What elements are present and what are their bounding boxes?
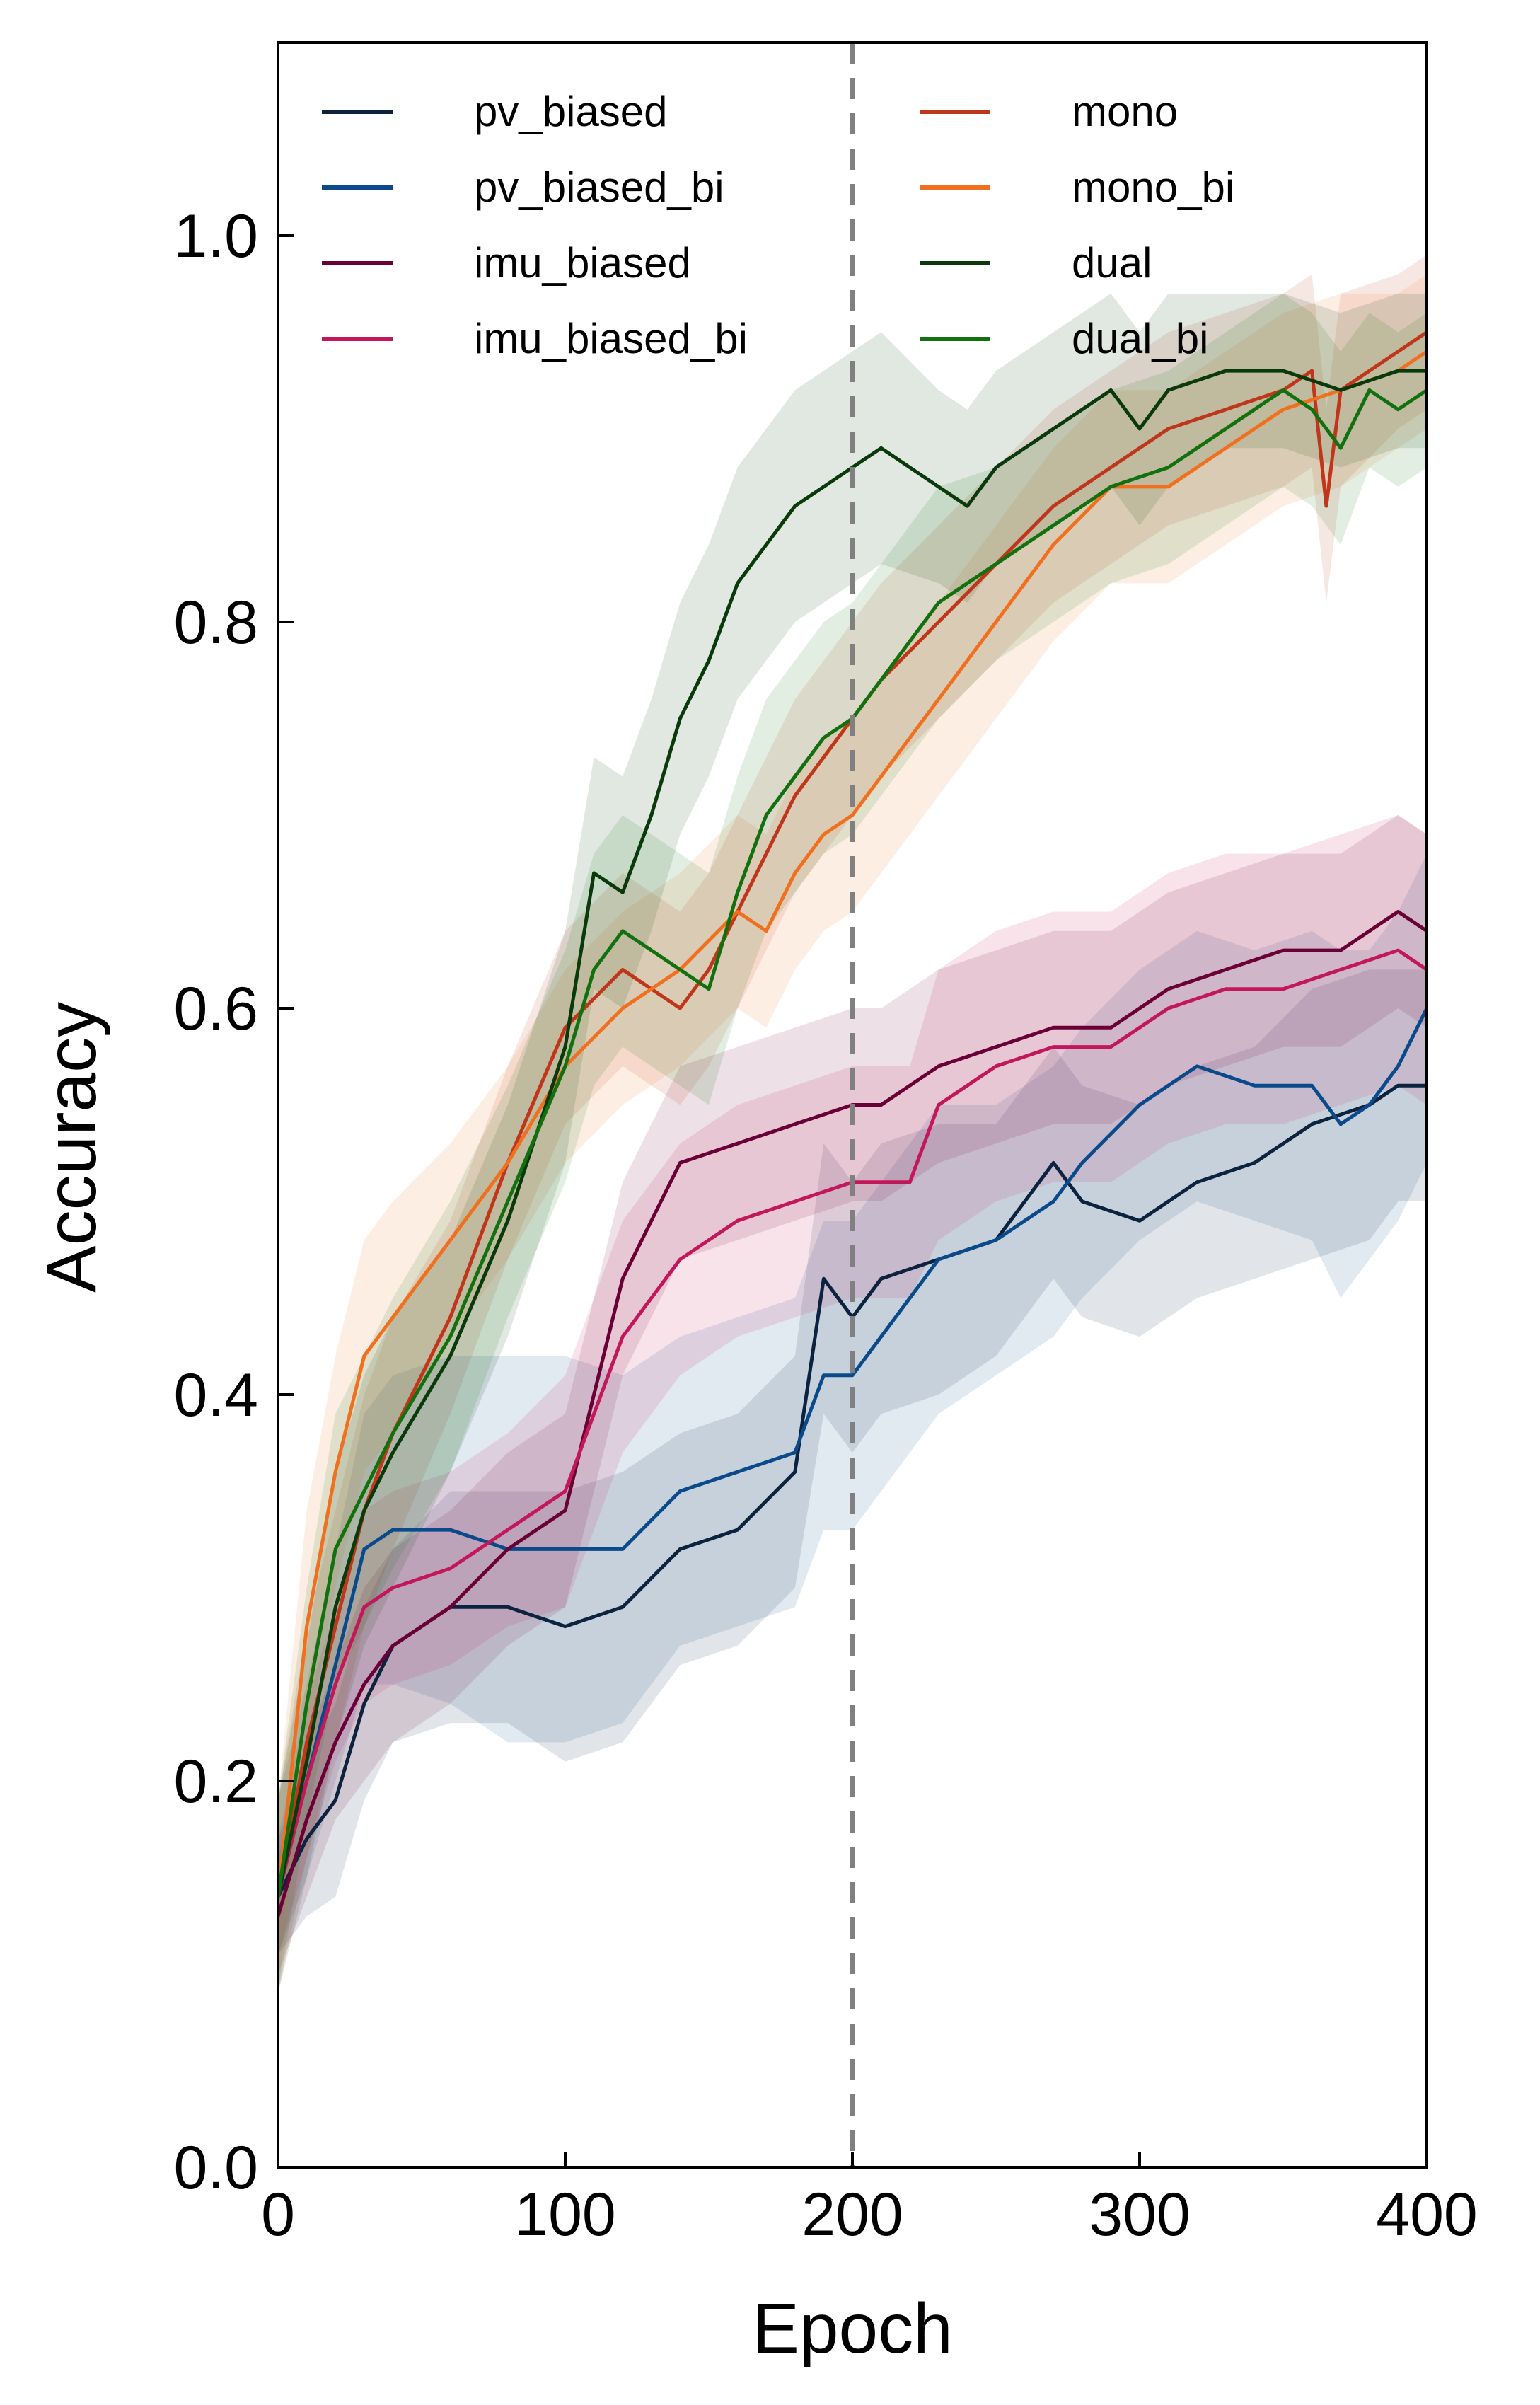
- x-axis: 0 100 200 300 400: [261, 2152, 1478, 2249]
- y-tick-label: 0.4: [173, 1361, 258, 1429]
- line-mono-bi: [278, 350, 1427, 1899]
- legend-item-pv-biased: pv_biased: [322, 88, 668, 135]
- y-tick-label: 1.0: [173, 202, 258, 270]
- legend-item-mono-bi: mono_bi: [920, 163, 1234, 211]
- y-tick-label: 0.2: [173, 1748, 258, 1816]
- band-dual-bi: [278, 293, 1427, 1994]
- line-pv-biased-bi: [278, 1006, 1427, 1879]
- line-imu-biased-bi: [278, 948, 1427, 1899]
- line-imu-biased: [278, 910, 1427, 1918]
- y-tick-label: 0.0: [173, 2134, 258, 2202]
- line-dual: [278, 369, 1427, 1899]
- legend-item-imu-biased: imu_biased: [322, 239, 691, 287]
- band-mono: [278, 255, 1427, 1994]
- legend-item-pv-biased-bi: pv_biased_bi: [322, 163, 724, 211]
- x-axis-title: Epoch: [752, 2289, 953, 2368]
- y-tick-label: 0.6: [173, 975, 258, 1043]
- x-tick-label: 200: [801, 2181, 903, 2249]
- line-dual-bi: [278, 388, 1427, 1899]
- legend-item-dual-bi: dual_bi: [920, 315, 1209, 362]
- legend-label: dual_bi: [1072, 315, 1209, 362]
- legend-label: imu_biased_bi: [474, 315, 748, 362]
- band-imu-biased-bi: [278, 815, 1427, 1955]
- x-tick-label: 100: [514, 2181, 616, 2249]
- legend-item-mono: mono: [920, 88, 1178, 135]
- legend: pv_biased pv_biased_bi imu_biased imu_biase…: [322, 88, 1234, 362]
- x-tick-label: 300: [1089, 2181, 1191, 2249]
- y-axis: 0.0 0.2 0.4 0.6 0.8 1.0: [173, 202, 294, 2202]
- legend-label: imu_biased: [474, 239, 691, 287]
- legend-item-dual: dual: [920, 239, 1152, 287]
- legend-label: mono_bi: [1072, 163, 1234, 211]
- series-lines: [278, 330, 1427, 1918]
- legend-label: mono: [1072, 88, 1178, 135]
- y-tick-label: 0.8: [173, 589, 258, 657]
- band-dual: [278, 293, 1427, 1994]
- band-pv-biased: [278, 969, 1427, 1955]
- legend-label: pv_biased: [474, 88, 668, 135]
- x-tick-label: 0: [261, 2181, 295, 2249]
- y-axis-title: Accuracy: [32, 1002, 111, 1293]
- x-tick-label: 400: [1376, 2181, 1478, 2249]
- band-mono-bi: [278, 274, 1427, 1994]
- line-mono: [278, 330, 1427, 1899]
- legend-item-imu-biased-bi: imu_biased_bi: [322, 315, 748, 362]
- legend-label: pv_biased_bi: [474, 163, 724, 211]
- legend-label: dual: [1072, 239, 1152, 287]
